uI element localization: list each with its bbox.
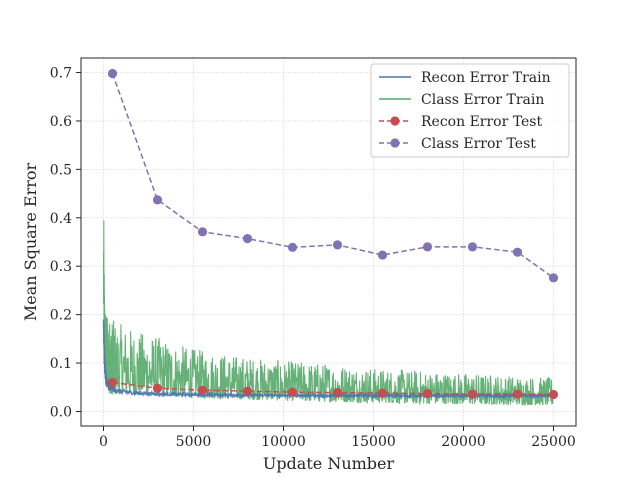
data-point <box>332 387 343 398</box>
data-point <box>332 240 343 250</box>
y-axis-label: Mean Square Error <box>21 163 40 322</box>
legend-item: Recon Error Train <box>379 70 551 86</box>
data-point <box>512 389 523 399</box>
x-tick-label: 15000 <box>351 434 396 450</box>
legend-label: Class Error Test <box>421 136 536 152</box>
legend-marker <box>390 138 400 148</box>
data-point <box>377 250 388 260</box>
legend-item: Class Error Test <box>379 136 536 152</box>
y-tick-label: 0.2 <box>50 308 72 324</box>
data-point <box>548 389 559 400</box>
data-point <box>107 68 118 79</box>
y-tick-label: 0.1 <box>50 356 72 372</box>
legend-item: Class Error Train <box>379 92 544 108</box>
y-tick-label: 0.7 <box>50 66 72 82</box>
y-tick-label: 0.0 <box>50 404 72 420</box>
y-tick-label: 0.6 <box>50 114 72 130</box>
data-point <box>197 227 208 237</box>
y-tick-label: 0.3 <box>50 259 72 275</box>
data-point <box>548 273 559 283</box>
data-point <box>242 386 253 396</box>
y-tick-label: 0.5 <box>50 162 72 178</box>
data-point <box>287 242 298 252</box>
legend: Recon Error Train Class Error Train Recon … <box>370 63 570 158</box>
data-point <box>467 242 478 252</box>
data-point <box>242 234 253 244</box>
plot-frame <box>80 57 577 427</box>
x-axis-label: Update Number <box>263 454 395 473</box>
test-series-layer <box>107 68 559 400</box>
legend-label: Recon Error Train <box>421 70 551 86</box>
legend-label: Class Error Train <box>421 92 544 108</box>
legend-marker <box>390 116 400 126</box>
legend-item: Recon Error Test <box>379 114 542 130</box>
ticks: 0 5000 10000 15000 20000 25000 0.0 0.1 0.2 0.3 0.4… <box>50 66 576 450</box>
data-point <box>107 377 118 388</box>
data-point <box>422 242 433 252</box>
x-tick-label: 10000 <box>261 434 306 450</box>
data-point <box>197 385 208 395</box>
data-point <box>467 389 478 399</box>
x-tick-label: 5000 <box>176 434 212 450</box>
legend-label: Recon Error Test <box>421 114 542 130</box>
data-point <box>152 195 163 205</box>
data-point <box>377 388 388 398</box>
x-tick-label: 0 <box>99 434 108 450</box>
x-tick-label: 25000 <box>531 434 576 450</box>
x-tick-label: 20000 <box>441 434 486 450</box>
data-point <box>512 247 523 257</box>
y-tick-label: 0.4 <box>50 211 72 227</box>
data-point <box>287 387 298 397</box>
data-point <box>422 388 433 399</box>
data-point <box>152 383 163 393</box>
legend-box <box>370 63 570 158</box>
